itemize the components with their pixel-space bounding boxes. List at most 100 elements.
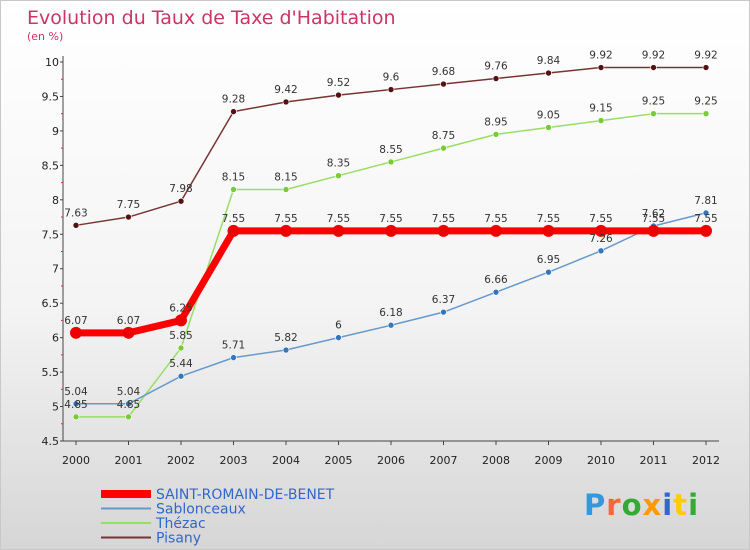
data-point xyxy=(227,224,240,237)
data-point xyxy=(702,209,710,217)
data-point xyxy=(230,354,237,361)
data-point xyxy=(387,158,395,166)
data-label: 7.26 xyxy=(589,233,613,245)
data-point xyxy=(72,222,80,229)
data-point xyxy=(597,247,605,255)
x-tick-label: 2012 xyxy=(692,454,720,467)
data-label: 7.81 xyxy=(694,195,717,207)
data-point xyxy=(542,224,555,237)
y-tick-label: 7.5 xyxy=(42,228,60,241)
data-point xyxy=(440,144,447,152)
data-point xyxy=(387,86,395,93)
legend-label: Thézac xyxy=(155,516,206,532)
data-point xyxy=(385,224,397,237)
data-label: 5.71 xyxy=(222,340,245,352)
x-tick-label: 2009 xyxy=(535,454,563,467)
data-label: 8.55 xyxy=(379,144,402,156)
data-label: 9.68 xyxy=(432,66,455,78)
y-tick-label: 10 xyxy=(45,56,59,69)
data-point xyxy=(332,224,345,237)
data-point xyxy=(440,308,447,316)
data-label: 6.37 xyxy=(432,294,455,306)
data-label: 9.92 xyxy=(589,50,612,62)
data-point xyxy=(492,131,500,138)
data-point xyxy=(702,110,710,117)
data-point xyxy=(597,64,605,71)
data-point xyxy=(70,326,82,339)
data-label: 7.98 xyxy=(169,183,192,195)
x-tick-label: 2011 xyxy=(640,454,668,467)
data-label: 6 xyxy=(335,320,342,332)
data-label: 8.15 xyxy=(222,171,245,183)
x-tick-label: 2006 xyxy=(377,454,405,467)
data-label: 7.55 xyxy=(537,213,560,225)
data-point xyxy=(595,224,607,237)
logo-letter: r xyxy=(606,488,622,522)
data-label: 7.55 xyxy=(222,213,245,225)
data-label: 9.84 xyxy=(537,55,561,67)
data-label: 9.28 xyxy=(222,94,245,106)
data-point xyxy=(545,69,552,77)
x-tick-label: 2008 xyxy=(482,454,510,467)
data-label: 7.55 xyxy=(484,213,507,225)
data-label: 8.15 xyxy=(274,171,297,183)
y-tick-label: 5.5 xyxy=(42,366,60,379)
data-label: 7.55 xyxy=(694,213,717,225)
data-label: 9.25 xyxy=(642,96,665,108)
y-tick-label: 9 xyxy=(52,125,59,138)
x-tick-label: 2001 xyxy=(115,454,143,467)
logo-letter: i xyxy=(662,488,674,522)
y-tick-label: 6.5 xyxy=(42,297,60,310)
x-tick-label: 2000 xyxy=(62,454,90,467)
data-point xyxy=(597,117,605,124)
data-point xyxy=(702,64,710,71)
data-label: 9.76 xyxy=(484,61,508,73)
data-label: 6.66 xyxy=(484,274,508,286)
data-label: 9.92 xyxy=(694,50,717,62)
data-point xyxy=(177,372,185,380)
data-label: 7.63 xyxy=(64,207,87,219)
data-label: 5.04 xyxy=(117,386,141,398)
logo-letter: P xyxy=(584,488,607,522)
data-label: 8.75 xyxy=(432,130,455,142)
x-tick-label: 2007 xyxy=(430,454,458,467)
data-label: 6.95 xyxy=(537,254,560,266)
data-point xyxy=(177,197,185,205)
data-label: 5.04 xyxy=(64,386,88,398)
data-point xyxy=(492,288,500,296)
data-point xyxy=(230,108,237,115)
data-label: 4.85 xyxy=(117,399,140,411)
data-label: 6.18 xyxy=(379,307,402,319)
data-label: 9.92 xyxy=(642,50,665,62)
data-label: 9.25 xyxy=(694,96,717,108)
data-point xyxy=(125,400,132,408)
data-label: 7.62 xyxy=(642,208,665,220)
chart-title: Evolution du Taux de Taxe d'Habitation xyxy=(27,7,396,29)
data-label: 9.42 xyxy=(274,84,297,96)
legend-label: Sablonceaux xyxy=(156,502,246,518)
data-point xyxy=(122,326,135,339)
y-tick-label: 4.5 xyxy=(42,435,60,448)
x-tick-label: 2004 xyxy=(272,454,300,467)
data-point xyxy=(440,80,447,88)
data-label: 6.07 xyxy=(64,315,87,327)
data-point xyxy=(335,334,342,341)
data-label: 6.25 xyxy=(169,302,192,314)
data-point xyxy=(490,224,502,237)
data-point xyxy=(177,344,185,352)
data-label: 7.55 xyxy=(379,213,402,225)
data-point xyxy=(335,91,342,99)
legend-label: SAINT-ROMAIN-DE-BENET xyxy=(156,487,335,503)
y-tick-label: 6 xyxy=(52,332,59,345)
data-point xyxy=(387,321,395,329)
proxiti-logo: Proxiti xyxy=(584,488,699,522)
y-tick-label: 7 xyxy=(52,263,59,276)
y-tick-label: 5 xyxy=(52,401,59,414)
data-label: 4.85 xyxy=(64,399,87,411)
data-point xyxy=(647,224,660,237)
logo-letter: t xyxy=(673,488,689,522)
data-point xyxy=(175,314,187,327)
data-label: 7.75 xyxy=(117,199,140,211)
